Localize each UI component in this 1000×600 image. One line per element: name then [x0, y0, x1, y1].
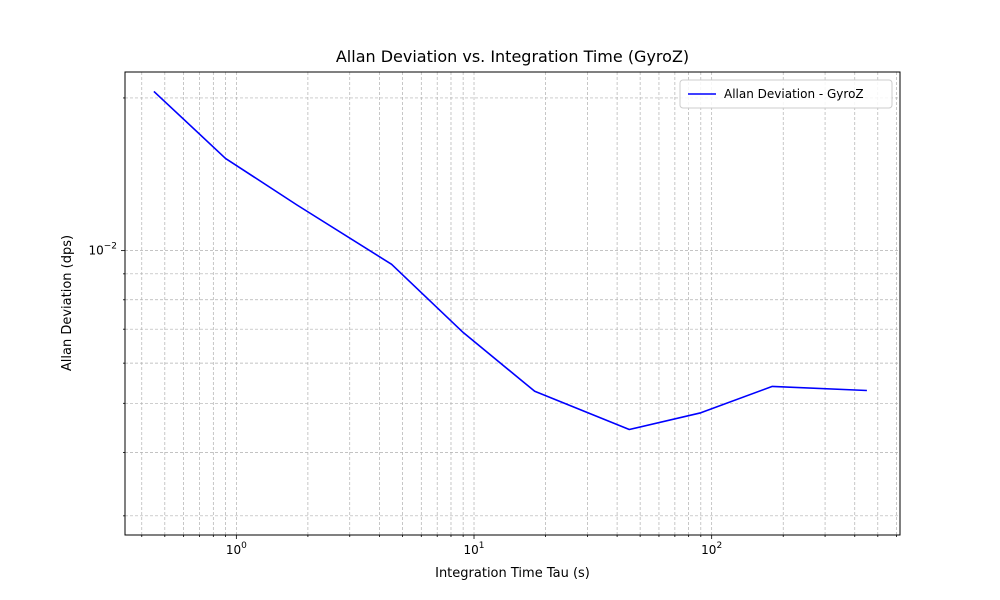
- y-axis-label: Allan Deviation (dps): [60, 234, 75, 372]
- legend-box: [679, 79, 893, 109]
- x-tick-label: 101: [464, 541, 485, 557]
- plot-frame: [124, 71, 901, 536]
- grid: [125, 72, 900, 535]
- x-tick-label: 100: [226, 541, 247, 557]
- x-tick-label: 102: [701, 541, 722, 557]
- legend: Allan Deviation - GyroZ: [679, 79, 893, 109]
- series-layer: [153, 90, 867, 431]
- chart-title: Allan Deviation vs. Integration Time (Gy…: [335, 47, 690, 66]
- legend-label: Allan Deviation - GyroZ: [724, 87, 864, 101]
- series-line: [153, 90, 867, 431]
- ticks: 100 101 102 10−2: [88, 97, 898, 557]
- x-axis-label: Integration Time Tau (s): [435, 566, 590, 581]
- y-tick-label: 10−2: [88, 242, 117, 258]
